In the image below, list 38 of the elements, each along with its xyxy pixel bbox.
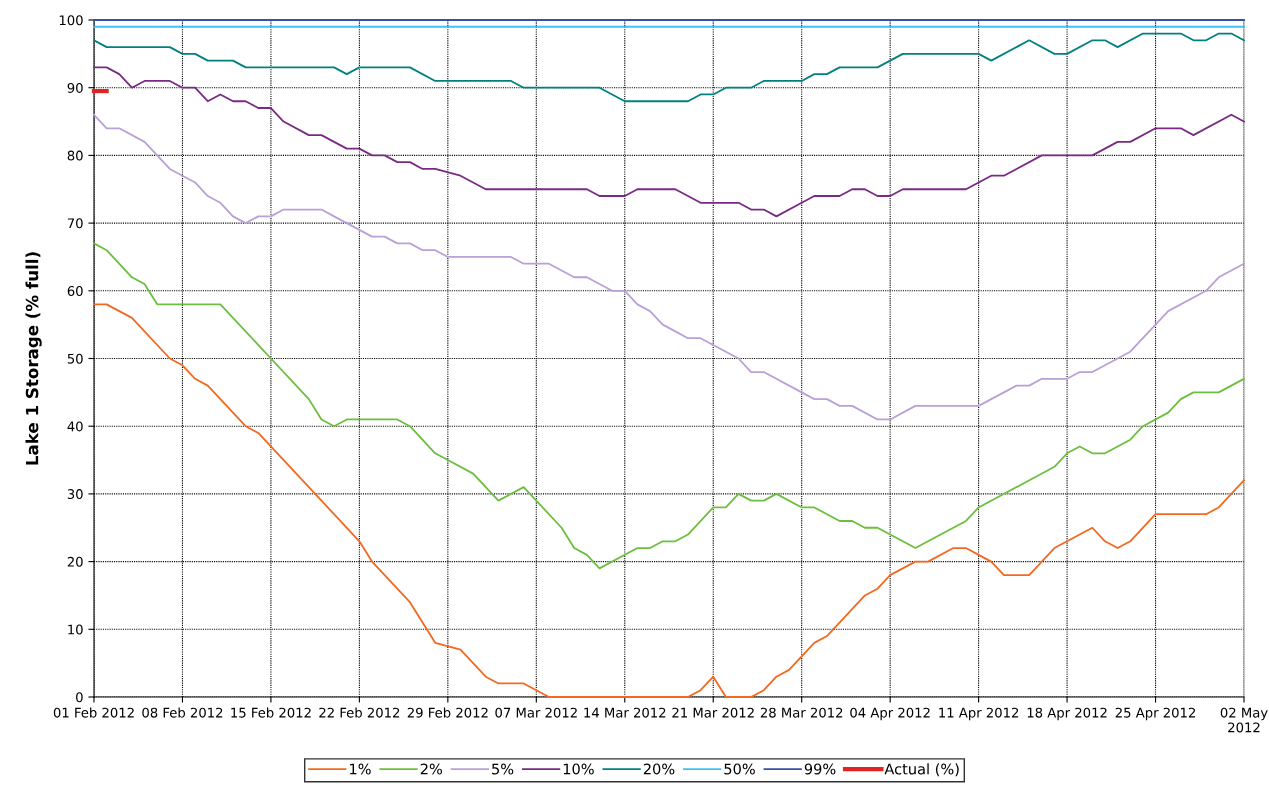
x-tick-label: 02 May 2012	[1220, 707, 1268, 733]
legend-label: 10%	[563, 763, 594, 775]
y-tick-label: 50	[67, 353, 83, 364]
x-tick-label: 15 Feb 2012	[231, 707, 311, 718]
y-tick-label: 40	[67, 421, 83, 432]
legend-label: 1%	[350, 763, 371, 775]
x-tick-label: 25 Apr 2012	[1115, 707, 1196, 721]
line-series	[93, 242, 1245, 570]
y-tick-label: 10	[68, 624, 83, 635]
y-axis-title: Lake 1 Storage (% full)	[25, 252, 42, 465]
x-tick-label: 07 Mar 2012	[495, 707, 577, 718]
line-series	[93, 32, 1245, 103]
line-series	[93, 113, 1245, 421]
legend-label: 50%	[724, 763, 755, 775]
y-tick-label: 60	[67, 286, 83, 296]
x-tick-label: 28 Mar 2012	[760, 707, 843, 718]
y-tick-label: 0	[76, 692, 83, 703]
y-tick-label: 80	[67, 150, 83, 161]
y-tick-label: 70	[67, 218, 83, 229]
legend-label: 20%	[643, 763, 675, 775]
x-tick-label: 18 Apr 2012	[1027, 707, 1107, 721]
x-tick-label: 29 Feb 2012	[407, 707, 488, 718]
y-tick-label: 30	[67, 489, 83, 500]
y-tick-label: 100	[59, 15, 83, 26]
legend-label: 99%	[804, 763, 836, 775]
x-tick-label: 21 Mar 2012	[672, 707, 754, 718]
x-tick-label: 01 Feb 2012	[53, 707, 134, 718]
x-tick-label: 04 Apr 2012	[850, 707, 930, 721]
x-tick-label: 14 Mar 2012	[584, 707, 666, 718]
legend-label: 2%	[420, 763, 443, 775]
x-tick-label: 22 Feb 2012	[319, 707, 400, 718]
legend-label: Actual (%)	[884, 763, 959, 777]
x-tick-label: 08 Feb 2012	[142, 707, 223, 718]
y-tick-label: 90	[67, 82, 83, 93]
y-tick-label: 20	[67, 556, 83, 567]
legend-label: 5%	[492, 763, 514, 775]
x-tick-label: 11 Apr 2012	[939, 707, 1019, 721]
line-series	[93, 66, 1245, 218]
